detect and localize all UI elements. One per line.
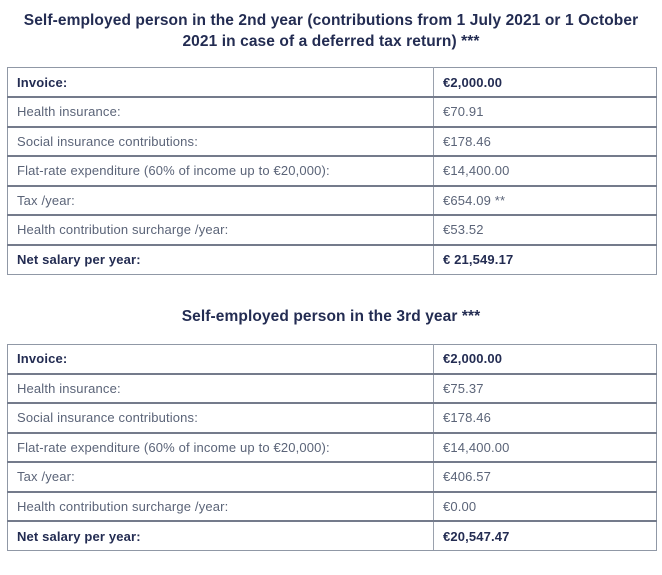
row-label: Health contribution surcharge /year: bbox=[7, 490, 434, 522]
contributions-table-3rd-year: Invoice: €2,000.00 Health insurance: €75… bbox=[7, 343, 657, 551]
row-value: €14,400.00 bbox=[433, 155, 657, 187]
row-value: €2,000.00 bbox=[433, 67, 657, 98]
row-label: Social insurance contributions: bbox=[7, 125, 434, 157]
row-value: €14,400.00 bbox=[433, 431, 657, 463]
row-label: Flat-rate expenditure (60% of income up … bbox=[7, 431, 434, 463]
row-value: €178.46 bbox=[433, 402, 657, 434]
row-label: Tax /year: bbox=[7, 461, 434, 493]
row-label: Health insurance: bbox=[7, 96, 434, 128]
row-value: €0.00 bbox=[433, 490, 657, 522]
table-row: Tax /year: €654.09 ** bbox=[7, 184, 657, 216]
table-row: Invoice: €2,000.00 bbox=[7, 343, 657, 375]
table-row: Net salary per year: € 21,549.17 bbox=[7, 243, 657, 275]
row-value: €53.52 bbox=[433, 214, 657, 246]
section-title-2nd-year: Self-employed person in the 2nd year (co… bbox=[23, 12, 639, 50]
table-row: Health contribution surcharge /year: €53… bbox=[7, 214, 657, 246]
row-label: Flat-rate expenditure (60% of income up … bbox=[7, 155, 434, 187]
row-value: €2,000.00 bbox=[433, 343, 657, 375]
table-row: Invoice: €2,000.00 bbox=[7, 67, 657, 98]
row-value: €654.09 ** bbox=[433, 184, 657, 216]
section-title-3rd-year: Self-employed person in the 3rd year *** bbox=[181, 307, 481, 325]
row-value: €75.37 bbox=[433, 372, 657, 404]
table-row: Health insurance: €75.37 bbox=[7, 372, 657, 404]
row-label: Health insurance: bbox=[7, 372, 434, 404]
table-row: Tax /year: €406.57 bbox=[7, 461, 657, 493]
table-row: Health contribution surcharge /year: €0.… bbox=[7, 490, 657, 522]
table-row: Health insurance: €70.91 bbox=[7, 96, 657, 128]
row-label: Health contribution surcharge /year: bbox=[7, 214, 434, 246]
row-label: Net salary per year: bbox=[7, 243, 434, 275]
row-value: €20,547.47 bbox=[433, 520, 657, 551]
row-label: Tax /year: bbox=[7, 184, 434, 216]
row-label: Social insurance contributions: bbox=[7, 402, 434, 434]
row-label: Invoice: bbox=[7, 343, 434, 375]
table-row: Social insurance contributions: €178.46 bbox=[7, 402, 657, 434]
row-value: €406.57 bbox=[433, 461, 657, 493]
table-row: Flat-rate expenditure (60% of income up … bbox=[7, 155, 657, 187]
row-value: €70.91 bbox=[433, 96, 657, 128]
row-value: € 21,549.17 bbox=[433, 243, 657, 275]
row-value: €178.46 bbox=[433, 125, 657, 157]
table-row: Social insurance contributions: €178.46 bbox=[7, 125, 657, 157]
row-label: Net salary per year: bbox=[7, 520, 434, 551]
contributions-table-2nd-year: Invoice: €2,000.00 Health insurance: €70… bbox=[7, 67, 657, 275]
table-row: Flat-rate expenditure (60% of income up … bbox=[7, 431, 657, 463]
table-row: Net salary per year: €20,547.47 bbox=[7, 520, 657, 551]
row-label: Invoice: bbox=[7, 67, 434, 98]
tax-tables-page: Self-employed person in the 2nd year (co… bbox=[7, 12, 657, 551]
